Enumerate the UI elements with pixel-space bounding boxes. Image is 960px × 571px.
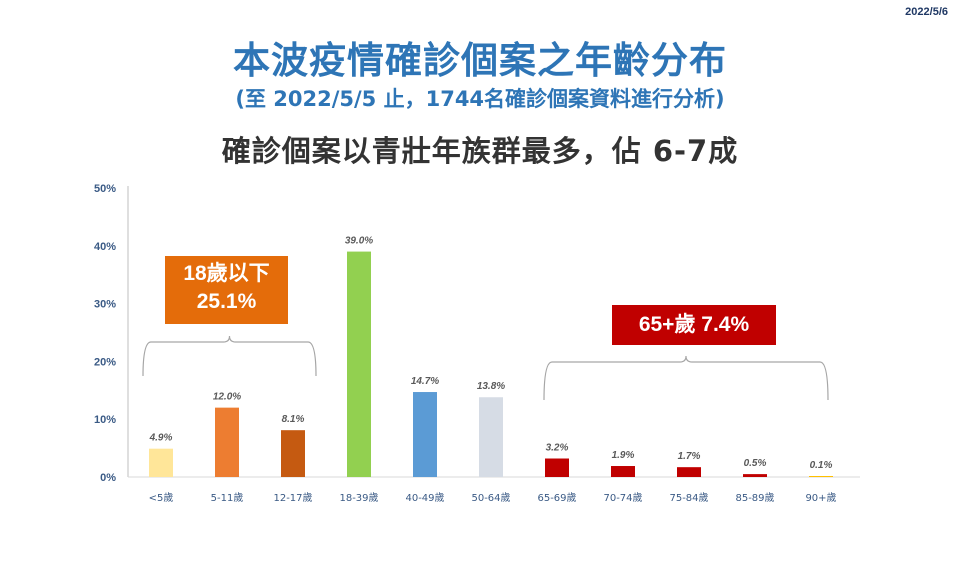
headline: 確診個案以青壯年族群最多，佔 6-7成 bbox=[221, 134, 739, 168]
data-label: 0.5% bbox=[744, 458, 767, 469]
x-tick-label: 12-17歲 bbox=[273, 491, 312, 504]
x-tick-label: 65-69歲 bbox=[537, 491, 576, 504]
over-65-callout-text: 65+歲 7.4% bbox=[638, 313, 750, 336]
data-label: 3.2% bbox=[546, 443, 569, 454]
bar bbox=[149, 448, 173, 477]
over-65-callout: 65+歲 7.4% bbox=[612, 305, 776, 345]
report-date: 2022/5/6 bbox=[905, 6, 948, 18]
y-tick-label: 20% bbox=[94, 356, 116, 368]
y-tick-label: 0% bbox=[100, 472, 116, 484]
bar bbox=[215, 407, 239, 477]
under-18-callout-label: 18歲以下 bbox=[183, 262, 270, 285]
page-title: 本波疫情確診個案之年齡分布 bbox=[233, 39, 727, 82]
bar bbox=[545, 458, 569, 477]
y-tick-label: 40% bbox=[94, 241, 116, 253]
x-tick-label: 70-74歲 bbox=[603, 491, 642, 504]
x-tick-label: 40-49歲 bbox=[405, 491, 444, 504]
bar bbox=[611, 466, 635, 477]
data-label: 1.7% bbox=[678, 451, 701, 462]
x-tick-label: 75-84歲 bbox=[669, 491, 708, 504]
x-tick-label: 5-11歲 bbox=[211, 491, 244, 504]
data-label: 0.1% bbox=[810, 460, 833, 471]
data-label: 8.1% bbox=[282, 414, 305, 425]
bar bbox=[347, 251, 371, 477]
bar bbox=[743, 474, 767, 477]
under-18-callout: 18歲以下 25.1% bbox=[165, 256, 288, 324]
y-tick-label: 30% bbox=[94, 299, 116, 311]
y-tick-label: 10% bbox=[94, 414, 116, 426]
page-subtitle: (至 2022/5/5 止，1744名確診個案資料進行分析) bbox=[235, 87, 725, 111]
x-tick-label: 90+歲 bbox=[805, 491, 836, 504]
x-tick-label: 18-39歲 bbox=[339, 491, 378, 504]
bar bbox=[809, 476, 833, 477]
data-label: 1.9% bbox=[612, 450, 635, 461]
bar bbox=[677, 467, 701, 477]
data-label: 39.0% bbox=[345, 236, 373, 247]
data-label: 14.7% bbox=[411, 376, 439, 387]
bar bbox=[281, 430, 305, 477]
over-65-brace bbox=[543, 355, 829, 401]
data-label: 13.8% bbox=[477, 381, 505, 392]
x-tick-label: 50-64歲 bbox=[471, 491, 510, 504]
bar bbox=[413, 392, 437, 477]
bar bbox=[479, 397, 503, 477]
under-18-brace bbox=[142, 335, 317, 377]
x-tick-label: <5歲 bbox=[149, 491, 174, 504]
x-tick-label: 85-89歲 bbox=[735, 491, 774, 504]
data-label: 12.0% bbox=[213, 392, 241, 403]
y-tick-label: 50% bbox=[94, 183, 116, 195]
data-label: 4.9% bbox=[149, 433, 173, 444]
under-18-callout-value: 25.1% bbox=[196, 290, 257, 313]
